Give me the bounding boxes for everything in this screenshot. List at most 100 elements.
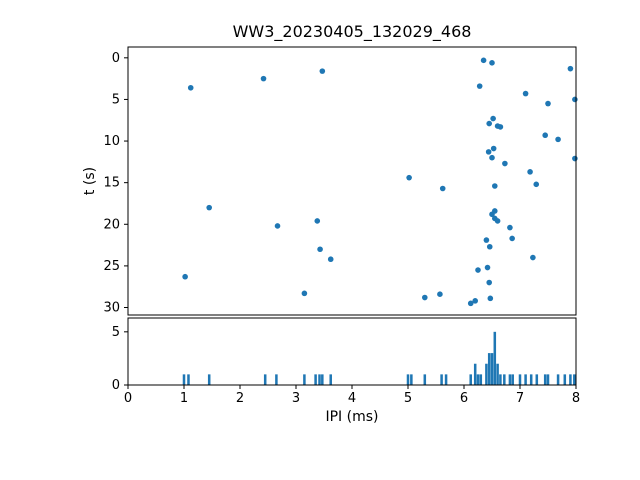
hist-bar	[493, 331, 497, 385]
hist-bar	[556, 374, 560, 385]
scatter-point	[187, 84, 194, 91]
tick-label: 0	[112, 378, 120, 393]
hist-bar	[485, 363, 488, 385]
hist-bar	[508, 374, 512, 385]
hist-bar	[543, 374, 547, 385]
scatter-point	[486, 279, 493, 286]
tick-label: 2	[236, 391, 244, 406]
scatter-point	[260, 75, 267, 82]
scatter-point	[490, 115, 496, 122]
scatter-point	[497, 124, 504, 130]
hist-bar	[503, 374, 506, 385]
scatter-point	[206, 204, 212, 211]
tick-label: 10	[103, 134, 120, 149]
tick-label: 4	[348, 391, 356, 406]
hist-bar	[410, 374, 413, 385]
top-axes-frame	[127, 46, 577, 316]
hist-bar	[529, 374, 533, 385]
scatter-point	[472, 298, 479, 304]
hist-bar	[524, 374, 527, 385]
scatter-point	[533, 181, 540, 188]
scatter-point	[555, 136, 561, 143]
hist-bar	[321, 374, 324, 385]
hist-bar	[511, 374, 514, 385]
tick-label: 30	[103, 301, 120, 316]
tick-label: 0	[124, 391, 132, 406]
scatter-point	[492, 208, 498, 214]
scatter-point	[480, 57, 487, 64]
scatter-point	[483, 237, 490, 243]
hist-bar	[479, 374, 483, 385]
hist-bar	[444, 374, 448, 385]
scatter-point	[487, 295, 494, 302]
tick-label: 6	[460, 391, 468, 406]
tick-label: 5	[112, 325, 120, 340]
scatter-point	[507, 224, 513, 231]
tick-label: 8	[572, 391, 580, 406]
tick-label: 20	[103, 217, 120, 232]
hist-bar	[473, 363, 477, 385]
scatter-point	[492, 183, 498, 189]
scatter-point	[530, 254, 536, 261]
scatter-point	[489, 154, 495, 161]
hist-bar	[469, 374, 472, 385]
hist-bar	[263, 374, 267, 385]
tick-label: 25	[103, 259, 120, 274]
scatter-point	[327, 256, 334, 263]
scatter-point	[314, 218, 321, 224]
tick-label: 5	[112, 92, 120, 107]
hist-bar	[275, 374, 278, 385]
hist-bar	[569, 374, 572, 385]
figure-title: WW3_20230405_132029_468	[232, 22, 472, 41]
scatter-point	[486, 120, 493, 127]
hist-bar	[318, 374, 321, 385]
hist-bar	[303, 374, 306, 385]
hist-bar	[573, 374, 576, 385]
hist-bar	[546, 374, 550, 385]
scatter-point	[476, 83, 483, 89]
scatter-point	[490, 145, 497, 152]
hist-bar	[406, 374, 410, 385]
tick-label: 7	[516, 391, 524, 406]
tick-label: 1	[180, 391, 188, 406]
hist-bar	[329, 374, 332, 385]
scatter-point	[572, 155, 578, 162]
hist-bar	[187, 374, 190, 385]
x-axis-label: IPI (ms)	[325, 409, 379, 425]
scatter-point	[494, 218, 501, 224]
hist-bar	[476, 374, 480, 385]
scatter-point	[301, 290, 308, 297]
scatter-point	[319, 68, 326, 74]
scatter-point	[484, 264, 491, 271]
scatter-point	[522, 90, 529, 97]
scatter-point	[502, 160, 508, 167]
tick-label: 5	[404, 391, 412, 406]
hist-bar	[207, 374, 211, 385]
hist-bar	[314, 374, 317, 385]
hist-bar	[440, 374, 443, 385]
scatter-point	[486, 243, 493, 250]
scatter-point	[475, 267, 481, 273]
hist-bar	[490, 353, 494, 385]
scatter-point	[485, 149, 492, 155]
tick-label: 3	[292, 391, 300, 406]
tick-label: 15	[103, 176, 120, 191]
hist-bar	[518, 374, 522, 385]
scatter-point	[182, 273, 188, 280]
hist-bar	[182, 374, 186, 385]
scatter-point	[406, 174, 412, 181]
tick-label: 0	[112, 51, 120, 66]
hist-bar	[423, 374, 427, 385]
scatter-point	[489, 60, 495, 66]
scatter-point	[572, 96, 578, 103]
scatter-point	[437, 291, 443, 297]
scatter-point	[545, 100, 551, 107]
hist-bar	[487, 353, 491, 385]
scatter-point	[439, 185, 446, 192]
hist-bar	[535, 374, 539, 385]
scatter-point	[317, 246, 323, 253]
scatter-point	[542, 132, 548, 139]
scatter-point	[509, 235, 515, 242]
